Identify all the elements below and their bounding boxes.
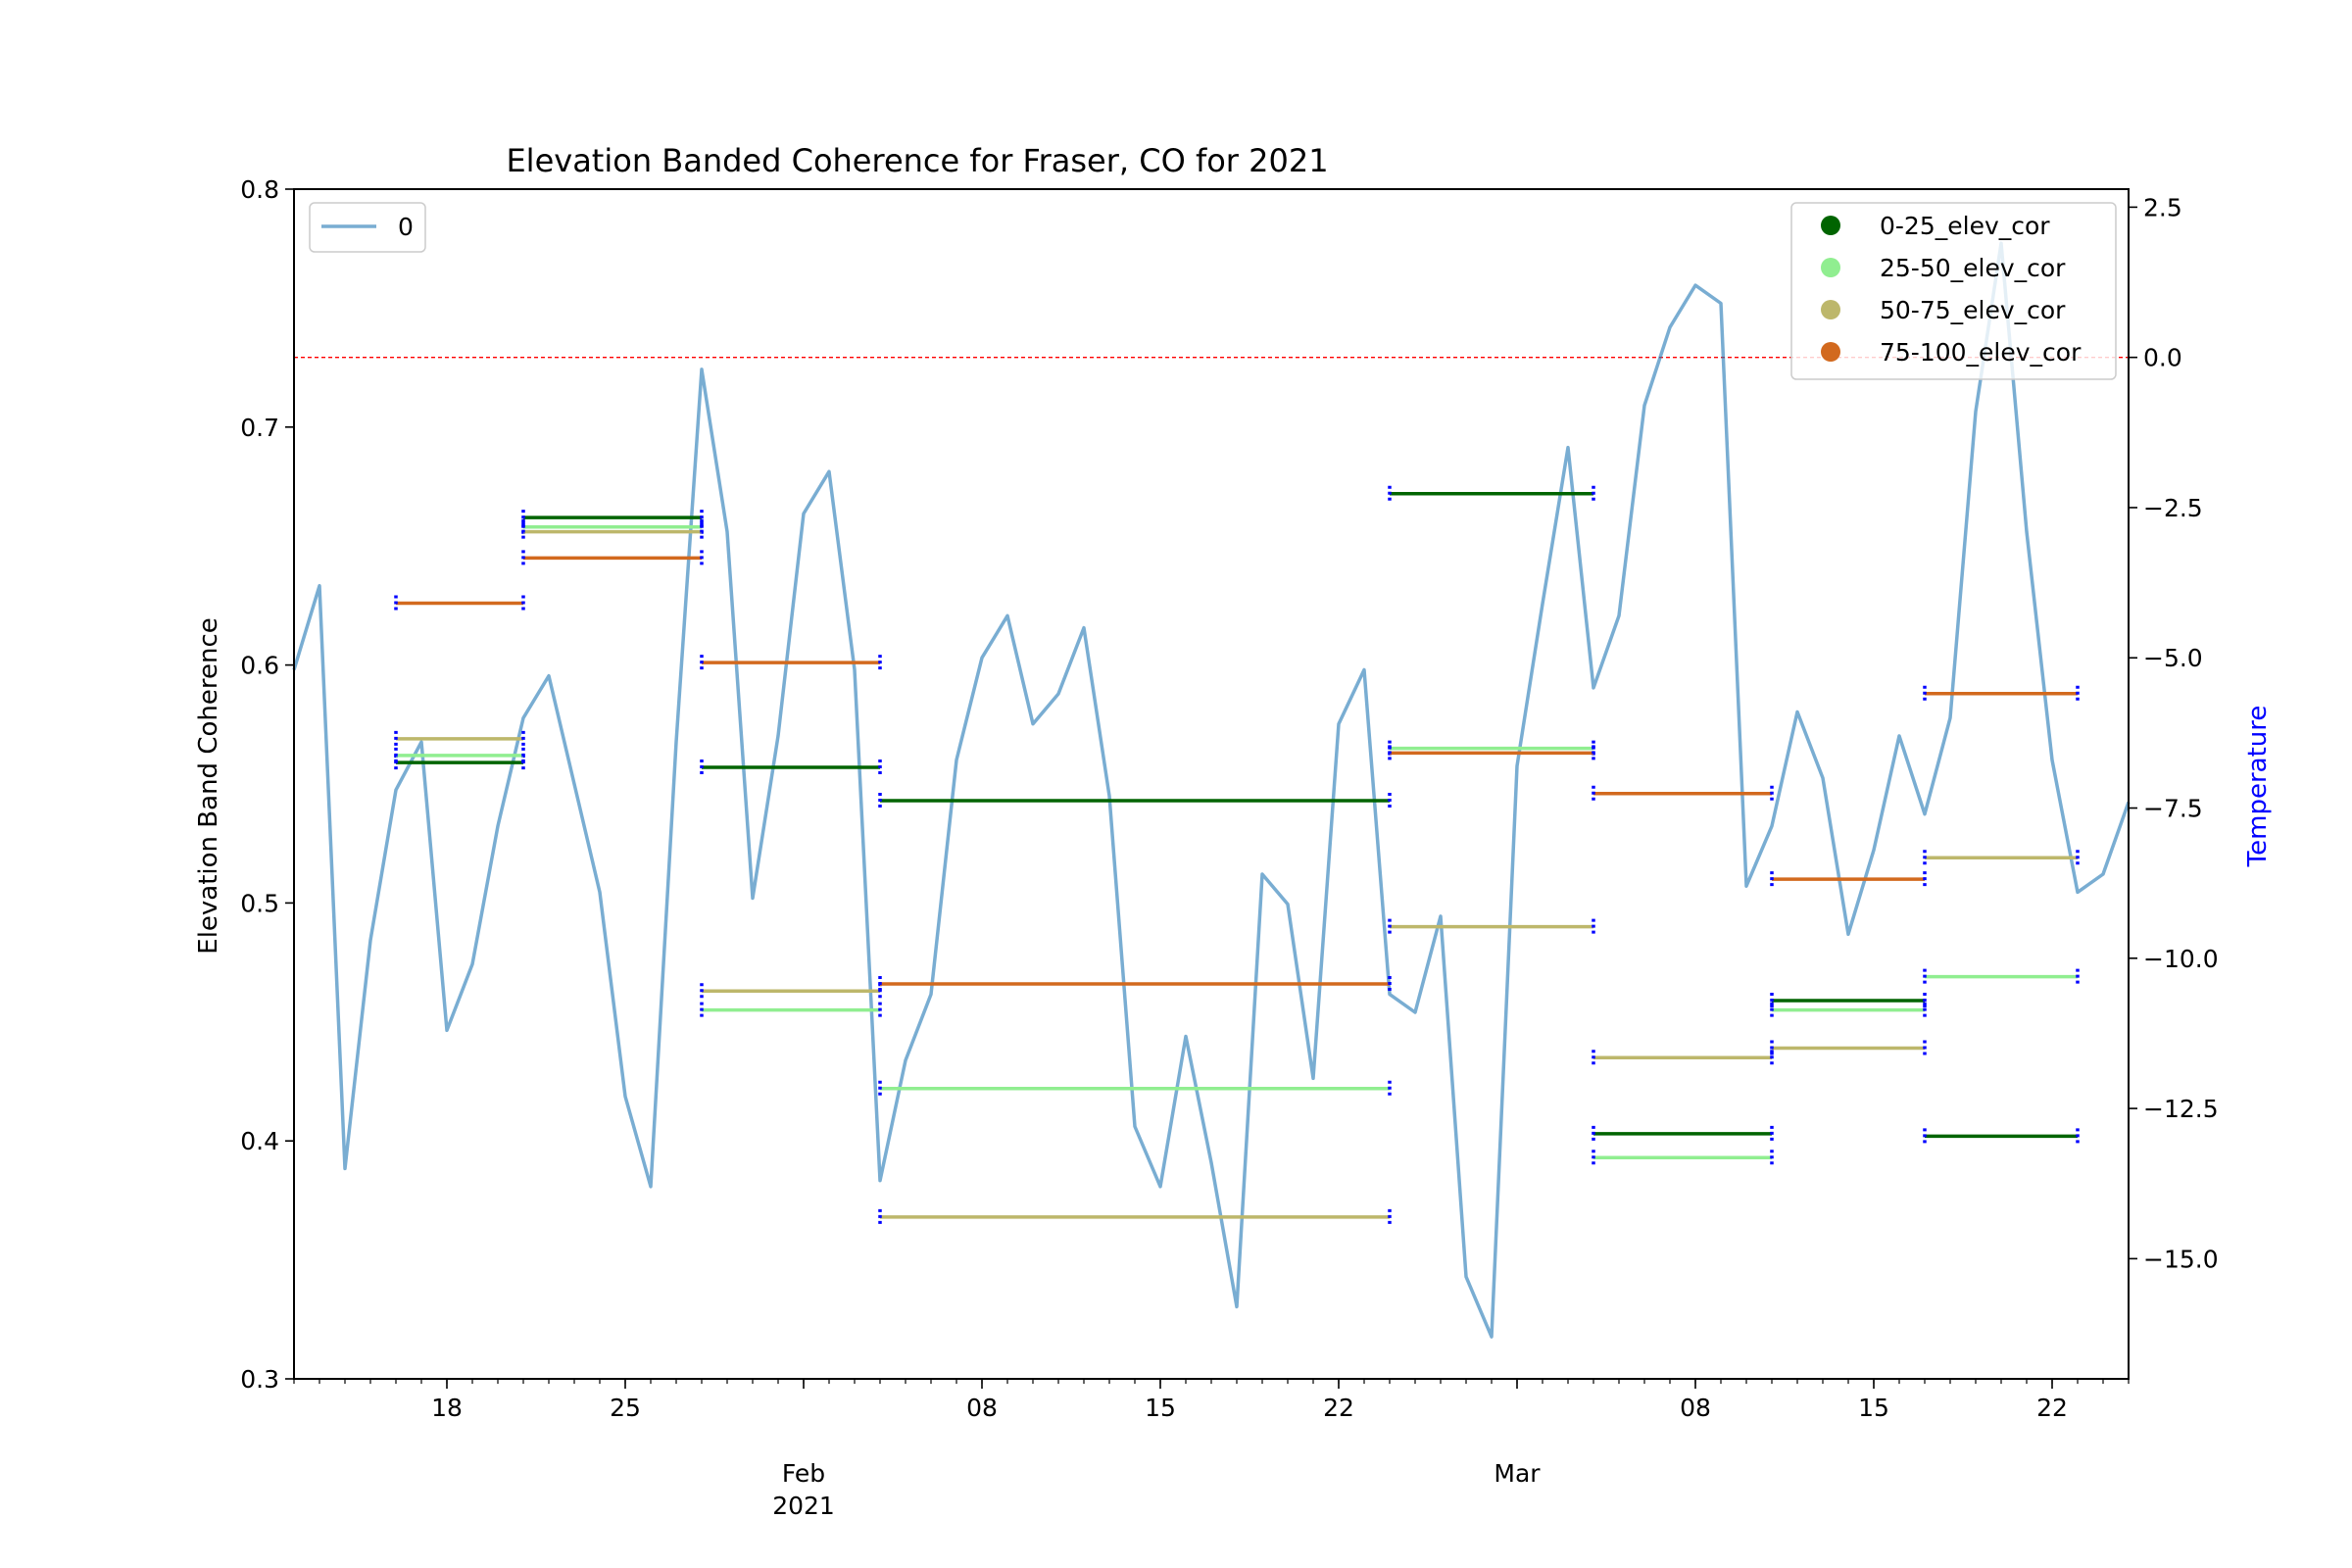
legend-label: 0 xyxy=(398,213,414,241)
series-75-100_elev_cor xyxy=(394,550,2080,992)
legend-elevation-bands: 0-25_elev_cor 25-50_elev_cor 50-75_elev_co… xyxy=(1790,202,2117,380)
legend-temperature: 0 xyxy=(309,202,426,253)
y2-tick-label: −15.0 xyxy=(2143,1245,2219,1273)
x-tick-label: 08 xyxy=(1680,1394,1711,1422)
series-25-50_elev_cor xyxy=(394,518,2080,1166)
y-tick-label: 0.5 xyxy=(240,889,279,917)
x-tick-sublabel: 2021 xyxy=(772,1492,835,1520)
y-tick-label: 0.7 xyxy=(240,414,279,442)
y2-tick-label: 0.0 xyxy=(2143,344,2182,372)
y-axis-label: Elevation Band Coherence xyxy=(194,617,223,954)
axes: 0.3 0.4 0.5 0.6 0.7 0.8 2.5 0.0 −2.5 −5.0 −7.5 −10.… xyxy=(240,175,2218,1520)
legend-box xyxy=(1790,202,2117,380)
x-tick-label: 15 xyxy=(1145,1394,1176,1422)
chart-title: Elevation Banded Coherence for Fraser, C… xyxy=(506,142,1328,179)
y-tick-label: 0.4 xyxy=(240,1127,279,1155)
x-tick-label: 25 xyxy=(610,1394,641,1422)
legend-marker xyxy=(1821,300,1840,319)
y2-tick-label: −7.5 xyxy=(2143,795,2203,823)
x-tick-label: 22 xyxy=(1323,1394,1354,1422)
plot-area xyxy=(292,241,2131,1339)
legend-marker xyxy=(1821,342,1840,362)
x-tick-label: 22 xyxy=(2036,1394,2068,1422)
legend-label: 25-50_elev_cor xyxy=(1880,254,2066,282)
legend-label: 50-75_elev_cor xyxy=(1880,296,2066,324)
y2-tick-label: −2.5 xyxy=(2143,494,2203,522)
y2-tick-label: 2.5 xyxy=(2143,193,2182,221)
x-tick-label: Mar xyxy=(1494,1459,1541,1488)
y2-tick-label: −5.0 xyxy=(2143,644,2203,672)
x-tick-label: 15 xyxy=(1858,1394,1889,1422)
temperature-line xyxy=(292,241,2131,1339)
x-tick-label: 18 xyxy=(431,1394,463,1422)
y-tick-label: 0.6 xyxy=(240,652,279,680)
legend-label: 0-25_elev_cor xyxy=(1880,212,2050,240)
y-tick-label: 0.8 xyxy=(240,175,279,204)
x-tick-label: Feb xyxy=(782,1459,825,1488)
legend-marker xyxy=(1821,216,1840,235)
y2-tick-label: −10.0 xyxy=(2143,945,2219,973)
y2-axis-label: Temperature xyxy=(2243,706,2273,868)
x-tick-label: 08 xyxy=(966,1394,998,1422)
legends: 0 0-25_elev_cor 25-50_elev_cor 50-75_elev_c… xyxy=(309,202,2117,380)
legend-label: 75-100_elev_cor xyxy=(1880,338,2082,367)
series-0-25_elev_cor xyxy=(394,485,2080,1145)
y2-tick-label: −12.5 xyxy=(2143,1095,2219,1123)
series-50-75_elev_cor xyxy=(394,523,2080,1225)
y-tick-label: 0.3 xyxy=(240,1365,279,1394)
legend-marker xyxy=(1821,258,1840,277)
